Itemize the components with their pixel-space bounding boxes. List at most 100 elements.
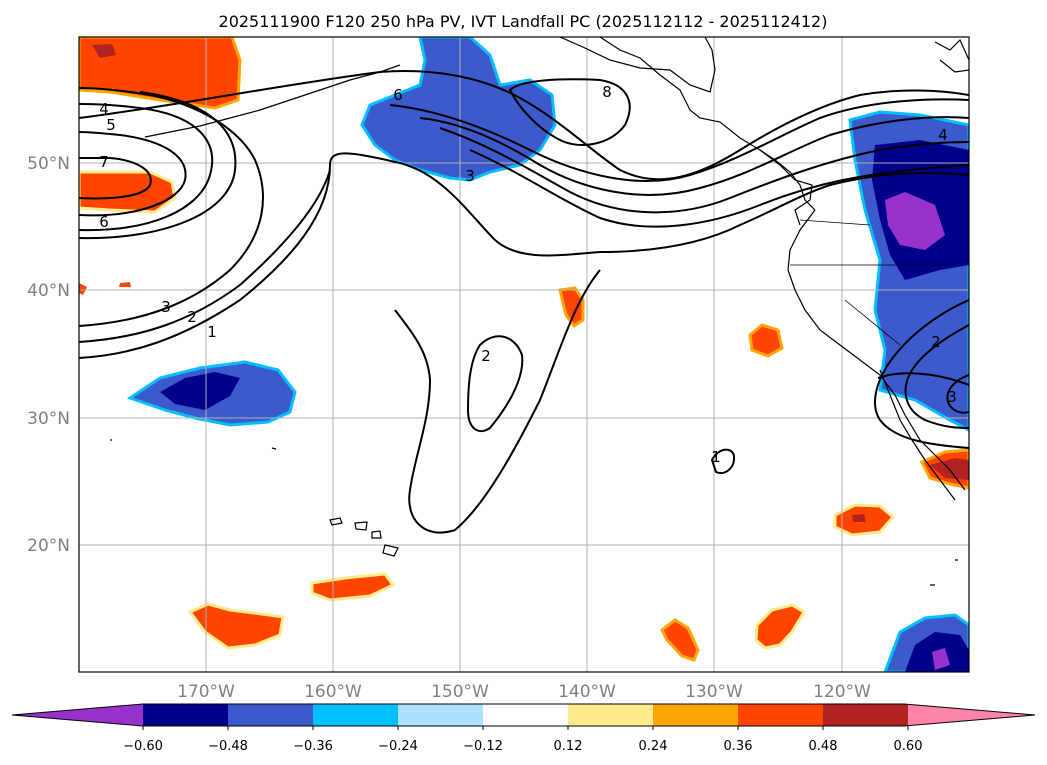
contour-label: 2 — [931, 333, 941, 351]
shade-negative-west-us-min — [885, 192, 945, 250]
contour-upper-c — [389, 98, 969, 182]
pv-contours — [79, 70, 969, 534]
coast-islands-misc — [110, 439, 958, 586]
contour-labels: 4 5 7 6 6 3 8 3 2 1 2 1 4 2 3 — [99, 83, 957, 466]
colorbar-tick-label: −0.12 — [463, 739, 503, 754]
shade-positive-hawaii-e — [310, 572, 396, 602]
contour-1 — [79, 152, 969, 359]
gridlines — [79, 37, 969, 672]
shade-positive-small-a — [79, 283, 87, 295]
contour-label: 2 — [187, 308, 197, 326]
coast-hawaii — [329, 517, 399, 557]
contour-label: 3 — [161, 298, 171, 316]
colorbar-segment — [568, 704, 653, 726]
shade-negative-subtropics-core — [160, 372, 240, 410]
lon-label-170w: 170°W — [177, 682, 235, 702]
contour-6 — [79, 131, 187, 217]
shade-positive-nw-core — [92, 44, 116, 58]
shade-positive-sw — [187, 602, 285, 650]
longitude-labels: 170°W 160°W 150°W 140°W 130°W 120°W — [177, 682, 871, 702]
colorbar-segment — [143, 704, 228, 726]
colorbar-segment — [738, 704, 823, 726]
shade-positive-22n-core — [852, 514, 866, 522]
colorbar-segment — [12, 704, 143, 726]
lat-label-20n: 20°N — [27, 536, 70, 556]
map-panel: 4 5 7 6 6 3 8 3 2 1 2 1 4 2 3 — [78, 36, 970, 673]
coast-bc — [759, 149, 813, 226]
contour-2-closed — [466, 335, 524, 433]
contour-label: 6 — [99, 213, 109, 231]
coast-aleutians — [144, 64, 401, 138]
colorbar-segment — [823, 704, 908, 726]
lat-label-40n: 40°N — [27, 281, 70, 301]
colorbar-tick-label: −0.48 — [208, 739, 248, 754]
colorbar-segment — [908, 704, 1035, 726]
contour-4 — [79, 103, 214, 232]
coast-west-us — [787, 209, 966, 491]
contour-label: 7 — [99, 153, 109, 171]
contour-trough — [394, 269, 601, 534]
shade-positive-s-b — [754, 603, 807, 650]
shade-positive-w — [79, 170, 177, 214]
map-frame — [78, 36, 970, 673]
contour-label: 6 — [393, 86, 403, 104]
figure-title: 2025111900 F120 250 hPa PV, IVT Landfall… — [219, 12, 828, 31]
contour-2 — [79, 169, 331, 343]
contour-8 — [508, 78, 631, 146]
contour-1-small — [710, 448, 736, 474]
shade-positive-40n — [558, 286, 585, 329]
colorbar-tick-label: −0.60 — [123, 739, 163, 754]
shade-positive-35n — [748, 323, 784, 358]
contour-5 — [79, 91, 237, 240]
colorbar-segment — [398, 704, 483, 726]
state-borders — [790, 219, 955, 346]
contour-east-b — [904, 324, 969, 429]
contour-7 — [79, 157, 152, 200]
coast-ne-corner — [934, 38, 969, 73]
colorbar: −0.60 −0.48 −0.36 −0.24 −0.12 0.12 0.24 0.36 0.4… — [11, 703, 1036, 754]
colorbar-tick-label: 0.12 — [554, 739, 583, 754]
colorbar-tick-label: 0.48 — [809, 739, 838, 754]
contour-3 — [79, 87, 264, 327]
coastlines — [110, 37, 969, 586]
contour-label: 8 — [602, 83, 612, 101]
colorbar-ticks: −0.60 −0.48 −0.36 −0.24 −0.12 0.12 0.24 0.36 0.4… — [123, 726, 922, 754]
lon-label-120w: 120°W — [813, 682, 871, 702]
lat-label-30n: 30°N — [27, 409, 70, 429]
colorbar-segment — [228, 704, 313, 726]
colorbar-segment — [653, 704, 738, 726]
shade-negative-se-min — [932, 648, 950, 670]
colorbar-tick-label: −0.36 — [293, 739, 333, 754]
contour-upper-a — [79, 70, 969, 181]
contour-east-d — [877, 372, 969, 386]
shade-negative-goa — [360, 37, 557, 182]
contour-label: 1 — [207, 323, 217, 341]
contour-label: 4 — [938, 126, 948, 144]
colorbar-tick-label: 0.36 — [724, 739, 753, 754]
shaded-field — [79, 37, 969, 672]
lon-label-140w: 140°W — [558, 682, 616, 702]
colorbar-tick-label: 0.24 — [639, 739, 668, 754]
shade-positive-small-b — [119, 282, 131, 287]
lat-label-50n: 50°N — [27, 154, 70, 174]
contour-upper-d — [439, 127, 969, 214]
lon-label-150w: 150°W — [431, 682, 489, 702]
colorbar-segment — [483, 704, 568, 726]
contour-upper-e — [469, 149, 969, 228]
colorbar-tick-label: −0.24 — [378, 739, 418, 754]
colorbar-tick-label: 0.60 — [894, 739, 923, 754]
contour-upper-b — [419, 116, 969, 196]
contour-label: 4 — [99, 100, 109, 118]
colorbar-segment — [313, 704, 398, 726]
lon-label-130w: 130°W — [685, 682, 743, 702]
contour-label: 1 — [711, 448, 721, 466]
colorbar-segments — [12, 704, 1035, 726]
contour-label: 3 — [465, 167, 475, 185]
coast-alaska-inner — [559, 37, 716, 93]
lon-label-160w: 160°W — [304, 682, 362, 702]
latitude-labels: 20°N 30°N 40°N 50°N — [27, 154, 70, 556]
contour-label: 3 — [947, 388, 957, 406]
shade-positive-s-a — [660, 618, 700, 662]
contour-label: 5 — [106, 116, 116, 134]
